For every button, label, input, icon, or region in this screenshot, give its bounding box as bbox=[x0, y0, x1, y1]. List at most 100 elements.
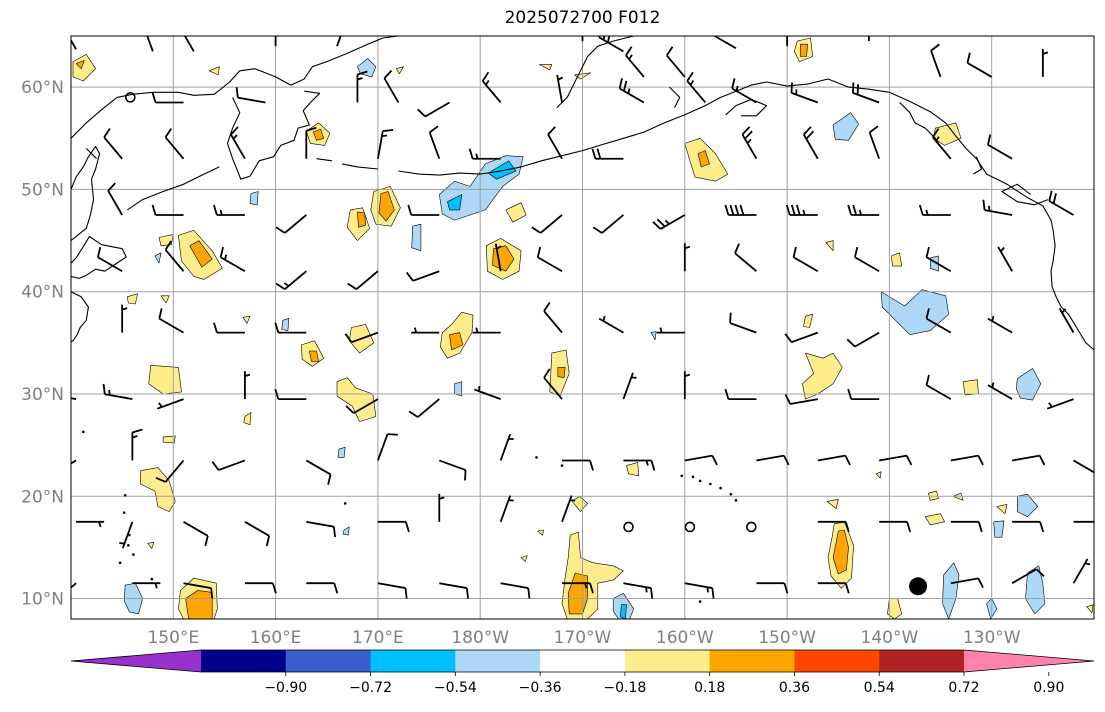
wind-barb bbox=[785, 204, 818, 216]
barb-flag bbox=[783, 455, 790, 466]
wind-barb bbox=[438, 493, 445, 522]
barb-shaft bbox=[164, 136, 185, 160]
positive-contour bbox=[626, 462, 640, 477]
wind-barb bbox=[756, 582, 789, 594]
barb-flag bbox=[623, 80, 628, 92]
positive-contour bbox=[336, 377, 377, 422]
barb-flag bbox=[406, 271, 414, 282]
barb-shaft bbox=[879, 454, 907, 462]
positive-contour bbox=[996, 504, 1008, 515]
barb-flag bbox=[802, 209, 806, 216]
barb-flag bbox=[711, 587, 715, 599]
colorbar-swatch bbox=[794, 650, 880, 672]
barb-flag bbox=[1035, 568, 1045, 578]
wind-barb bbox=[164, 240, 185, 272]
barb-flag bbox=[65, 26, 69, 30]
latitude-label: 60°N bbox=[21, 78, 64, 98]
barb-flag bbox=[652, 221, 662, 230]
wind-barb bbox=[305, 459, 332, 485]
barb-shaft bbox=[336, 36, 342, 47]
barb-shaft bbox=[791, 331, 819, 344]
wind-barb bbox=[156, 398, 184, 410]
wind-barb bbox=[347, 270, 379, 290]
calm-wind-ring bbox=[623, 521, 634, 533]
wind-barb bbox=[1048, 190, 1074, 216]
wind-barb bbox=[183, 582, 214, 599]
barb-flag bbox=[417, 108, 426, 118]
barb-flag bbox=[1095, 474, 1097, 484]
barb-shaft bbox=[158, 317, 184, 334]
barb-flag bbox=[650, 460, 656, 471]
barb-flag bbox=[706, 587, 709, 593]
wind-barb bbox=[790, 82, 819, 104]
barb-flag bbox=[602, 36, 606, 41]
plot-area bbox=[65, 26, 1097, 619]
wind-barb bbox=[438, 459, 467, 481]
positive-contour bbox=[924, 513, 945, 526]
positive-contour bbox=[832, 529, 849, 575]
wind-barb bbox=[183, 521, 209, 547]
positive-contour bbox=[927, 490, 939, 501]
positive-contour bbox=[800, 43, 808, 57]
barb-flag bbox=[98, 521, 102, 528]
wind-barb bbox=[1012, 454, 1046, 466]
barb-shaft bbox=[164, 459, 185, 483]
positive-contour bbox=[557, 367, 566, 378]
island bbox=[691, 475, 695, 479]
latitude-labels: 60°N 50°N 40°N 30°N 20°N 10°N bbox=[21, 78, 64, 609]
wind-barb bbox=[817, 582, 850, 594]
barb-shaft bbox=[71, 38, 77, 50]
barb-shaft bbox=[439, 582, 468, 589]
barb-flag bbox=[557, 76, 564, 81]
latitude-label: 40°N bbox=[21, 283, 64, 303]
barb-flag bbox=[785, 204, 791, 216]
barb-flag bbox=[734, 243, 740, 254]
coastline bbox=[316, 158, 332, 162]
barb-flag bbox=[1048, 402, 1053, 408]
wind-barb bbox=[474, 385, 501, 400]
negative-contour bbox=[880, 289, 950, 336]
barb-shaft bbox=[377, 433, 389, 461]
wind-barb bbox=[618, 78, 645, 104]
longitude-label: 150°E bbox=[147, 628, 199, 648]
barb-flag bbox=[930, 43, 940, 52]
wind-barb bbox=[684, 582, 715, 599]
barb-flag bbox=[536, 246, 542, 258]
wind-barb bbox=[622, 372, 637, 400]
wind-barb bbox=[997, 246, 1013, 272]
barb-flag bbox=[935, 136, 940, 142]
barb-flag bbox=[387, 433, 398, 436]
wind-barb bbox=[499, 433, 514, 461]
wind-barb bbox=[345, 398, 379, 414]
barb-flag bbox=[275, 282, 286, 290]
barb-flag bbox=[645, 587, 648, 593]
wind-barb bbox=[562, 582, 594, 594]
colorbar-outline bbox=[70, 649, 1095, 673]
wind-barb bbox=[71, 459, 77, 465]
colorbar-extend-min bbox=[71, 650, 201, 672]
calm-wind-ring bbox=[684, 521, 696, 533]
positive-contour bbox=[962, 379, 979, 396]
wind-barb bbox=[817, 520, 850, 533]
wind-barb bbox=[244, 371, 251, 400]
calm-wind-ring bbox=[745, 521, 757, 533]
wind-barb bbox=[407, 204, 440, 216]
wind-barb bbox=[102, 383, 133, 400]
wind-barb bbox=[531, 214, 563, 234]
wind-barb bbox=[950, 520, 983, 533]
wind-barb bbox=[846, 331, 880, 348]
negative-contour bbox=[488, 160, 517, 180]
positive-contour bbox=[449, 332, 464, 351]
wind-barb bbox=[666, 46, 686, 78]
wind-barb bbox=[987, 315, 1013, 334]
wind-barb bbox=[1011, 568, 1045, 584]
barb-flag bbox=[272, 582, 277, 594]
negative-contour bbox=[620, 604, 627, 619]
wind-barb bbox=[468, 148, 501, 160]
positive-contour bbox=[147, 541, 155, 549]
island bbox=[118, 561, 122, 565]
barb-shaft bbox=[868, 132, 881, 160]
wind-barb bbox=[847, 388, 880, 400]
wind-barb bbox=[472, 327, 501, 334]
barb-flag bbox=[210, 587, 214, 599]
